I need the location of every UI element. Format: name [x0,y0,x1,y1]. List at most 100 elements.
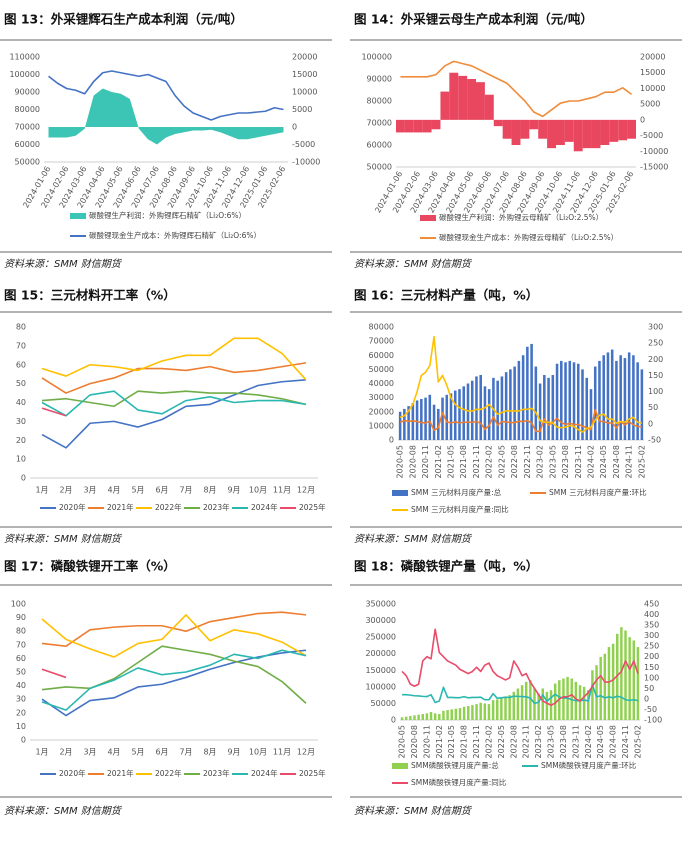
bar [619,355,622,440]
y-tick-label: 90000 [15,88,40,97]
x-tick-label: 2020-11 [421,445,430,478]
x-tick-label: 6月 [155,486,168,495]
line-series [400,60,633,118]
bar [520,685,524,720]
x-tick-label: 2021-02 [434,445,443,478]
legend-label: 2021年 [107,502,134,512]
x-tick-label: 2023-05 [548,445,557,478]
bar [467,706,470,720]
y-tick-label: 80 [16,323,26,332]
y-tick-label: 0 [391,716,396,725]
bar [576,363,580,440]
y-tick-label: 90 [16,613,26,622]
bar [483,386,487,440]
legend-swatch [420,215,436,221]
figure-title: 图 18：磷酸铁锂产量（吨，%） [354,559,538,574]
x-tick-label: 2020-08 [408,445,417,478]
y-tick-label: 40000 [369,379,394,388]
line-series [41,668,67,679]
bar [484,94,494,120]
y-tick-label: 250000 [365,633,396,642]
legend-label: 2025年 [299,502,326,512]
bar [564,362,567,440]
bar [404,119,414,133]
y2-tick-label: -5000 [640,131,663,140]
bar [513,366,516,440]
bar [606,352,610,440]
legend-label: 2022年 [155,768,182,778]
y2-tick-label: 0 [648,419,653,428]
bar [595,665,598,720]
x-tick-label: 2月 [59,748,72,757]
legend-label: 碳酸锂现金生产成本：外购锂云母精矿（Li₂O:2.5%） [439,232,618,242]
legend-label: SMM 三元材料月度产量:环比 [549,487,647,497]
bar [504,372,508,440]
bar [454,708,458,720]
y2-tick-label: 50 [648,403,658,412]
legend-label: 碳酸锂现金生产成本：外购锂辉石精矿（Li₂O:6%） [89,230,261,240]
y2-tick-label: 5000 [640,100,660,109]
bar [632,355,635,440]
bar [556,119,565,145]
bar [591,119,601,149]
bar [491,700,495,720]
bar [445,394,449,440]
bar [458,389,461,440]
legend-swatch [392,490,408,496]
figure-title: 图 16：三元材料产量（吨，%） [354,288,538,303]
legend-label: 2020年 [59,768,86,778]
y-tick-label: 20 [16,708,26,717]
y2-tick-label: 200 [644,652,659,661]
bar [396,119,405,133]
bar [424,397,427,440]
bar [560,360,563,440]
x-tick-label: 2023-02 [534,725,543,758]
legend-label: 2022年 [155,502,182,512]
y2-tick-label: 0 [644,694,649,703]
bar [462,386,466,440]
y-tick-label: 100000 [9,70,40,79]
y-tick-label: 50000 [371,699,396,708]
bar [403,408,406,440]
x-tick-label: 11月 [273,748,291,757]
bar [628,637,631,720]
y2-tick-label: -15000 [640,163,668,172]
x-tick-label: 2022-02 [484,725,493,758]
bar [475,704,478,720]
legend-label: SMM 三元材料月度产量:同比 [411,504,509,514]
x-tick-label: 2023-08 [559,725,568,758]
y-tick-label: 60000 [369,351,394,360]
y2-tick-label: 15000 [640,68,665,77]
bar [476,82,485,120]
y2-tick-label: 50 [644,684,654,693]
y2-tick-label: -50 [644,705,657,714]
x-tick-label: 2024-11 [625,445,634,478]
bar [558,680,561,720]
x-tick-label: 2021-05 [447,445,456,478]
bar [587,690,590,720]
y-tick-label: 50000 [369,365,394,374]
bar [599,657,602,720]
y-tick-label: 60 [16,654,26,663]
bar [578,685,582,720]
bar [400,717,404,720]
bar [404,716,408,720]
x-tick-label: 2020-11 [422,725,431,758]
y2-tick-label: -100 [644,716,662,725]
x-tick-label: 12月 [297,748,315,757]
x-tick-label: 2023-02 [536,445,545,478]
y-tick-label: 30 [16,695,26,704]
y2-tick-label: 200 [648,355,663,364]
y2-tick-label: 15000 [292,70,317,79]
y-tick-label: 20000 [369,407,394,416]
bar [620,627,623,720]
x-tick-label: 7月 [179,748,192,757]
bar [502,119,512,139]
bar [509,369,512,440]
bar [512,691,516,720]
y-tick-label: 60 [16,360,26,369]
bar [409,716,412,720]
bar [551,375,555,440]
bar [422,119,432,133]
